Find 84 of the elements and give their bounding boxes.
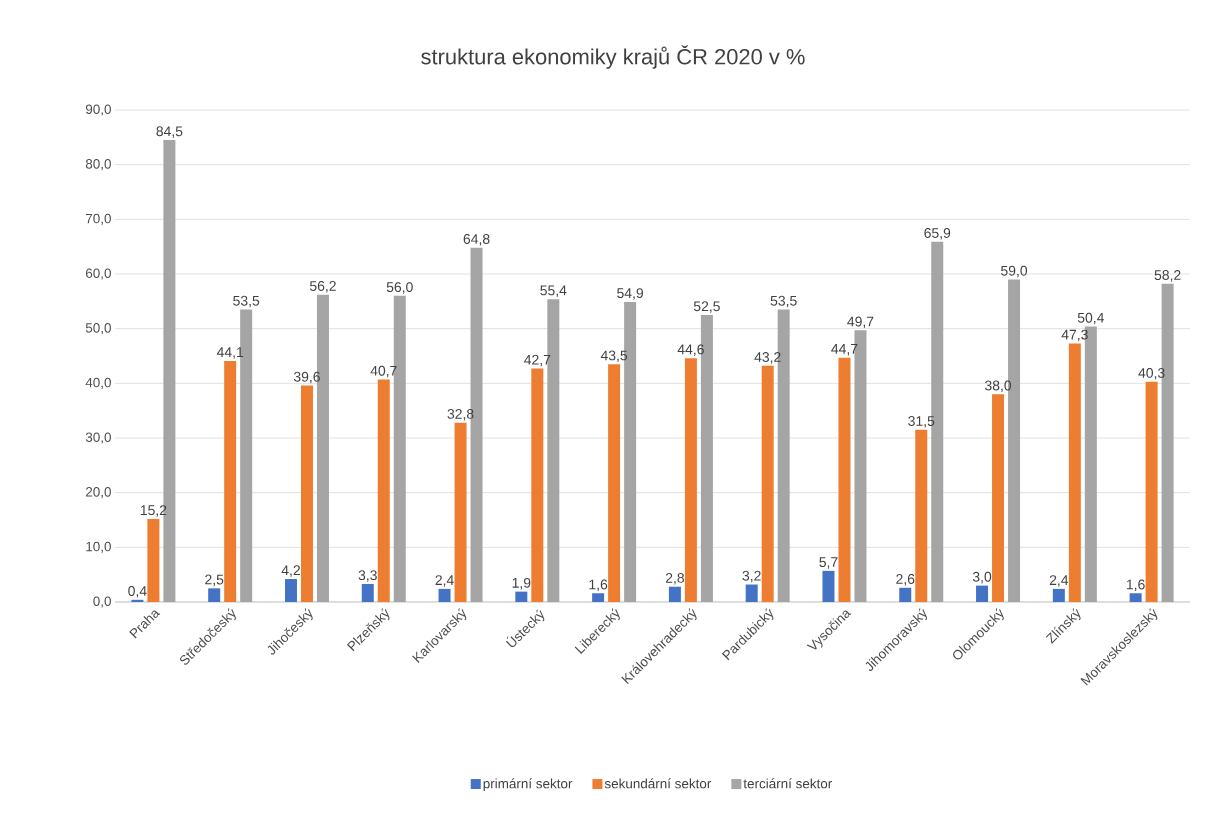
bar	[976, 585, 989, 602]
data-label: 0,4	[128, 586, 147, 598]
data-label: 39,6	[293, 371, 320, 384]
bar	[454, 422, 467, 602]
y-tick-label: 10,0	[86, 541, 111, 553]
data-label: 2,8	[665, 572, 684, 585]
y-tick-label: 30,0	[85, 432, 111, 444]
legend-label: terciární sektor	[743, 778, 833, 789]
data-label: 32,8	[447, 408, 474, 421]
data-label: 53,5	[233, 295, 260, 308]
bar	[1145, 381, 1158, 602]
bar	[684, 358, 697, 602]
legend-label: primární sektor	[483, 778, 573, 792]
data-label: 2,4	[435, 575, 454, 587]
bar	[300, 385, 313, 602]
y-tick-label: 70,0	[85, 213, 111, 225]
data-label: 1,6	[1126, 579, 1145, 592]
legend-label: sekundární sektor	[604, 778, 712, 789]
bar	[761, 365, 774, 602]
bar	[208, 588, 221, 602]
data-label: 15,2	[140, 505, 167, 517]
data-label: 40,3	[1138, 367, 1165, 380]
data-label: 38,0	[985, 380, 1012, 393]
data-label: 43,2	[754, 352, 781, 364]
bar	[822, 570, 835, 602]
bar	[838, 357, 851, 602]
data-label: 3,3	[358, 570, 377, 582]
bar	[531, 368, 544, 602]
data-label: 56,0	[386, 282, 413, 294]
chart-title: struktura ekonomiky krajů ČR 2020 v %	[421, 45, 805, 69]
data-label: 84,5	[156, 126, 183, 138]
data-label: 47,3	[1061, 329, 1088, 342]
bar	[1068, 343, 1081, 602]
data-label: 3,0	[972, 571, 992, 584]
data-label: 2,5	[205, 574, 224, 587]
y-tick-label: 60,0	[85, 268, 111, 280]
data-label: 3,2	[742, 570, 761, 583]
bar	[915, 429, 928, 602]
data-label: 59,0	[1001, 265, 1028, 278]
y-tick-label: 20,0	[85, 487, 111, 499]
data-label: 58,2	[1154, 270, 1181, 282]
data-label: 54,9	[617, 288, 644, 300]
data-label: 2,6	[896, 574, 915, 586]
data-label: 31,5	[908, 416, 935, 428]
data-label: 40,7	[370, 365, 397, 378]
bar	[361, 583, 374, 602]
data-label: 1,6	[589, 579, 608, 592]
bar	[899, 587, 912, 602]
data-label: 44,1	[216, 347, 244, 359]
data-label: 55,4	[540, 285, 567, 297]
y-tick-label: 90,0	[85, 104, 111, 116]
data-label: 42,7	[524, 354, 551, 367]
bar	[438, 588, 451, 602]
bar	[1129, 593, 1142, 602]
bar	[992, 394, 1005, 602]
data-label: 50,4	[1077, 312, 1104, 325]
bar	[377, 379, 390, 602]
bar	[1052, 588, 1065, 602]
data-label: 43,5	[600, 350, 628, 363]
bar	[147, 518, 160, 602]
data-label: 52,5	[693, 301, 720, 313]
data-label: 5,7	[819, 557, 838, 569]
bar	[745, 584, 758, 602]
data-label: 65,9	[924, 228, 951, 240]
data-label: 2,4	[1049, 575, 1069, 587]
bar	[668, 586, 681, 602]
bar	[592, 593, 605, 602]
data-label: 1,9	[512, 577, 531, 590]
data-label: 49,7	[847, 316, 874, 329]
data-label: 44,6	[677, 344, 704, 356]
data-label: 53,5	[770, 295, 797, 308]
y-tick-label: 0,0	[93, 596, 111, 608]
bar	[224, 360, 237, 602]
data-label: 64,8	[463, 234, 490, 246]
bar	[284, 579, 297, 602]
y-tick-label: 40,0	[85, 377, 111, 389]
bar	[515, 591, 528, 602]
data-label: 4,2	[281, 565, 300, 577]
data-label: 56,2	[309, 281, 336, 293]
bar	[131, 599, 144, 602]
data-label: 44,7	[831, 344, 858, 356]
bar	[608, 364, 621, 602]
y-tick-label: 80,0	[85, 159, 111, 171]
y-tick-label: 50,0	[85, 323, 111, 335]
